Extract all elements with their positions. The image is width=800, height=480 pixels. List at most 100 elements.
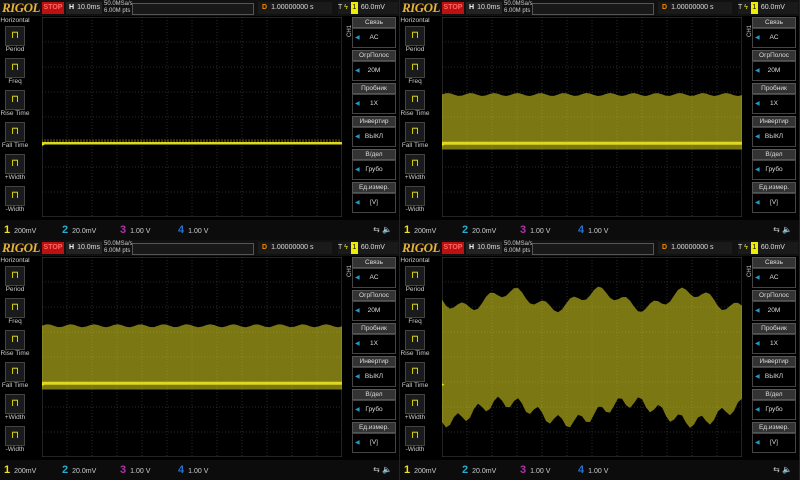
channel-2-indicator[interactable]: 2 20.0mV — [62, 464, 97, 476]
run-state-badge[interactable]: STOP — [42, 2, 64, 14]
channel-1-indicator[interactable]: 1 200mV — [404, 224, 437, 236]
delay-readout[interactable]: D 1.00000000 s — [258, 2, 332, 14]
menu-value[interactable]: ◀ 1X — [352, 334, 396, 354]
selector-arrow-icon: ◀ — [755, 200, 760, 206]
selector-arrow-icon: ◀ — [355, 35, 360, 41]
trigger-readout[interactable]: T ϟ 1 60.0mV — [338, 242, 398, 254]
channel-4-indicator[interactable]: 4 1.00 V — [178, 464, 209, 476]
memory-position-bar[interactable] — [132, 3, 254, 15]
channel-1-indicator[interactable]: 1 200mV — [4, 464, 37, 476]
sidebar-item[interactable]: ⊓ Period — [400, 266, 430, 298]
menu-value[interactable]: ◀ 1X — [352, 94, 396, 114]
sidebar-item[interactable]: ⊓ Rise Time — [400, 90, 430, 122]
sidebar-item[interactable]: ⊓ Fall Time — [0, 362, 30, 394]
channel-2-indicator[interactable]: 2 20.0mV — [62, 224, 97, 236]
menu-value[interactable]: ◀ Грубо — [752, 400, 796, 420]
channel-3-indicator[interactable]: 3 1.00 V — [120, 224, 151, 236]
ch1-offset-marker: ▸ — [42, 381, 45, 388]
neg-width-icon: ⊓ — [5, 426, 25, 446]
menu-value[interactable]: ◀ 1X — [752, 94, 796, 114]
menu-value[interactable]: ◀ Грубо — [752, 160, 796, 180]
run-state-badge[interactable]: STOP — [42, 242, 64, 254]
channel-2-indicator[interactable]: 2 20.0mV — [462, 464, 497, 476]
channel-menu: Связь ◀ AC ОгрПолос ◀ 20M Пробник ◀ 1X Инвертир ◀ В… — [752, 257, 796, 455]
run-state-badge[interactable]: STOP — [442, 242, 464, 254]
menu-value[interactable]: ◀ AC — [752, 28, 796, 48]
menu-value[interactable]: ◀ ВЫКЛ — [752, 127, 796, 147]
memory-position-bar[interactable] — [532, 3, 654, 15]
menu-value[interactable]: ◀ Грубо — [352, 160, 396, 180]
menu-label: ОгрПолос — [352, 50, 396, 61]
memory-position-bar[interactable] — [132, 243, 254, 255]
sidebar-item[interactable]: ⊓ Rise Time — [400, 330, 430, 362]
menu-value[interactable]: ◀ 20M — [352, 61, 396, 81]
timebase[interactable]: H 10.0ms — [466, 242, 502, 254]
menu-value[interactable]: ◀ ВЫКЛ — [752, 367, 796, 387]
menu-value[interactable]: ◀ AC — [352, 28, 396, 48]
sidebar-item[interactable]: ⊓ -Width — [0, 426, 30, 458]
menu-label: В/дел — [352, 149, 396, 160]
waveform-display: ▸ — [42, 257, 342, 457]
sidebar-item[interactable]: ⊓ -Width — [400, 186, 430, 218]
run-state-badge[interactable]: STOP — [442, 2, 464, 14]
menu-value[interactable]: ◀ Грубо — [352, 400, 396, 420]
sidebar-item[interactable]: ⊓ Rise Time — [0, 90, 30, 122]
sidebar-item[interactable]: ⊓ Freq — [0, 298, 30, 330]
menu-value[interactable]: ◀ 20M — [352, 301, 396, 321]
menu-value[interactable]: ◀ 1X — [752, 334, 796, 354]
menu-value[interactable]: ◀ AC — [752, 268, 796, 288]
menu-value[interactable]: ◀ [V] — [352, 193, 396, 213]
channel-1-indicator[interactable]: 1 200mV — [4, 224, 37, 236]
neg-width-icon: ⊓ — [405, 426, 425, 446]
selector-arrow-icon: ◀ — [355, 407, 360, 413]
sidebar-item[interactable]: ⊓ +Width — [0, 394, 30, 426]
channel-menu: Связь ◀ AC ОгрПолос ◀ 20M Пробник ◀ 1X Инвертир ◀ В… — [752, 17, 796, 215]
waveform-display: ▸ — [442, 17, 742, 217]
channel-3-indicator[interactable]: 3 1.00 V — [520, 224, 551, 236]
sidebar-item[interactable]: ⊓ Fall Time — [400, 122, 430, 154]
channel-4-indicator[interactable]: 4 1.00 V — [578, 464, 609, 476]
timebase[interactable]: H 10.0ms — [66, 242, 102, 254]
memory-position-bar[interactable] — [532, 243, 654, 255]
waveform-display: ▸ — [442, 257, 742, 457]
timebase[interactable]: H 10.0ms — [66, 2, 102, 14]
menu-value[interactable]: ◀ 20M — [752, 61, 796, 81]
fall-time-icon: ⊓ — [405, 122, 425, 142]
sidebar-item[interactable]: ⊓ Rise Time — [0, 330, 30, 362]
sidebar-item[interactable]: ⊓ +Width — [400, 394, 430, 426]
sidebar-item[interactable]: ⊓ Period — [0, 266, 30, 298]
menu-value[interactable]: ◀ [V] — [352, 433, 396, 453]
trigger-readout[interactable]: T ϟ 1 60.0mV — [738, 2, 798, 14]
sidebar-item[interactable]: ⊓ Fall Time — [0, 122, 30, 154]
timebase[interactable]: H 10.0ms — [466, 2, 502, 14]
sidebar-item[interactable]: ⊓ +Width — [0, 154, 30, 186]
sidebar-item[interactable]: ⊓ Freq — [400, 298, 430, 330]
delay-readout[interactable]: D 1.00000000 s — [658, 2, 732, 14]
channel-4-indicator[interactable]: 4 1.00 V — [178, 224, 209, 236]
sidebar-item[interactable]: ⊓ -Width — [0, 186, 30, 218]
sidebar-item[interactable]: ⊓ Period — [0, 26, 30, 58]
channel-2-indicator[interactable]: 2 20.0mV — [462, 224, 497, 236]
channel-3-indicator[interactable]: 3 1.00 V — [520, 464, 551, 476]
menu-value[interactable]: ◀ ВЫКЛ — [352, 127, 396, 147]
trigger-readout[interactable]: T ϟ 1 60.0mV — [338, 2, 398, 14]
sidebar-item[interactable]: ⊓ Freq — [0, 58, 30, 90]
sidebar-item[interactable]: ⊓ Freq — [400, 58, 430, 90]
sidebar-item[interactable]: ⊓ -Width — [400, 426, 430, 458]
trigger-readout[interactable]: T ϟ 1 60.0mV — [738, 242, 798, 254]
menu-value[interactable]: ◀ [V] — [752, 433, 796, 453]
freq-icon: ⊓ — [405, 58, 425, 78]
sidebar-item[interactable]: ⊓ Period — [400, 26, 430, 58]
delay-readout[interactable]: D 1.00000000 s — [658, 242, 732, 254]
menu-value[interactable]: ◀ [V] — [752, 193, 796, 213]
menu-value[interactable]: ◀ 20M — [752, 301, 796, 321]
delay-readout[interactable]: D 1.00000000 s — [258, 242, 332, 254]
sidebar-item[interactable]: ⊓ +Width — [400, 154, 430, 186]
menu-value[interactable]: ◀ ВЫКЛ — [352, 367, 396, 387]
channel-3-indicator[interactable]: 3 1.00 V — [120, 464, 151, 476]
channel-4-indicator[interactable]: 4 1.00 V — [578, 224, 609, 236]
channel-1-indicator[interactable]: 1 200mV — [404, 464, 437, 476]
menu-value[interactable]: ◀ AC — [352, 268, 396, 288]
sidebar-item[interactable]: ⊓ Fall Time — [400, 362, 430, 394]
